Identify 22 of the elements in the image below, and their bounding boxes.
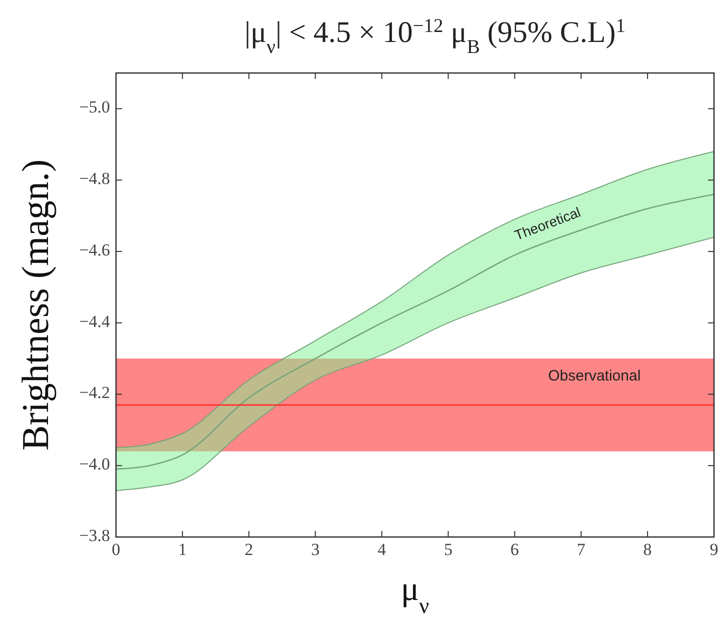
chart-title: |μ$_{ν}$| < 4.5 × 10$^{−12}$ μ$_{B}$ (95% C.L)$^{1}$ (244, 16, 626, 58)
y-tick-label: −3.8 (79, 526, 110, 545)
y-tick-label: −5.0 (79, 98, 110, 117)
x-tick-label: 2 (244, 540, 254, 559)
y-tick-label: −4.2 (79, 383, 110, 402)
y-axis-title: Brightness (magn.) (15, 159, 57, 451)
x-tick-label: 4 (378, 540, 387, 559)
x-tick-label: 6 (510, 540, 519, 559)
line-series (115, 194, 715, 470)
x-tick-label: 5 (444, 540, 452, 559)
x-tick-label: 8 (643, 540, 652, 559)
y-tick-label: −4.0 (79, 454, 110, 474)
y-tick-label: −4.4 (79, 312, 110, 331)
x-tick-label: 1 (178, 540, 187, 559)
band-label: Observational (548, 368, 641, 385)
y-tick-label: −4.8 (79, 168, 110, 188)
x-axis-title: μ$_{ν}$ (400, 571, 430, 618)
x-tick-label: 7 (576, 540, 586, 559)
x-tick-label: 9 (710, 540, 718, 559)
y-tick-label: −4.6 (79, 240, 110, 260)
x-tick-label: 3 (311, 540, 320, 559)
x-tick-label: 0 (112, 540, 120, 559)
